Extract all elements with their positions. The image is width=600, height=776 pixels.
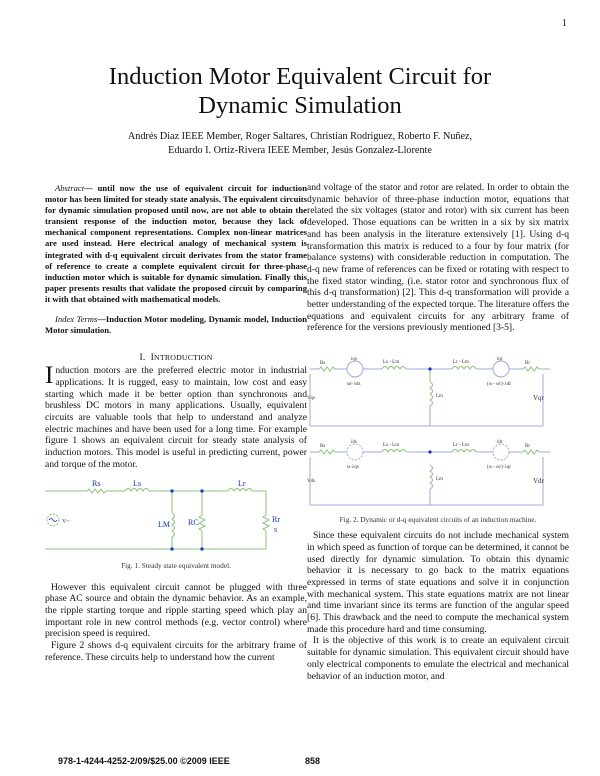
label-rc: RC	[188, 518, 199, 527]
figure-1-caption: Fig. 1. Steady state equivalent model.	[121, 560, 231, 570]
q-label-ir: iqr	[497, 357, 503, 362]
section-title-initial: I	[150, 352, 155, 364]
figure-2-caption: Fig. 2. Dynamic or d-q equivalent circui…	[339, 515, 537, 525]
drop-cap: I	[45, 362, 54, 390]
figure-1-circuit: Rs Ls Lr LM RC Rr s V~	[45, 479, 280, 551]
intro-paragraph-1-text: nduction motors are the preferred electr…	[45, 365, 307, 470]
d-label-src1: ω·λqs	[347, 465, 359, 470]
section-title-rest: NTRODUCTION	[154, 353, 213, 363]
label-rr: Rr	[272, 515, 280, 524]
q-label-src1: ωr·λds	[347, 382, 361, 387]
paper-title: Induction Motor Equivalent Circuit for D…	[0, 62, 600, 120]
d-label-lr: Lr - Lm	[453, 443, 469, 448]
label-v: V~	[62, 519, 70, 525]
section-heading-introduction: I. INTRODUCTION	[45, 352, 307, 363]
d-label-vs: Vds	[307, 479, 315, 484]
authors-line-2: Eduardo I. Ortiz-Rivera IEEE Member, Jes…	[168, 144, 432, 156]
intro-paragraph-3: Figure 2 shows d-q equivalent circuits f…	[45, 640, 307, 663]
d-label-src2: (ω - ωr)·λqr	[487, 465, 511, 470]
q-label-vr: Vqr	[533, 394, 545, 402]
index-terms-label: Index Terms	[55, 314, 98, 325]
q-label-src2: (ω - ωr)·λdr	[487, 382, 511, 387]
authors-line-1: Andrés Diaz IEEE Member, Roger Saltares,…	[127, 131, 473, 142]
abstract-text: — until now the use of equivalent circui…	[45, 183, 307, 304]
sine-wave-icon	[48, 517, 58, 522]
right-column: and voltage of the stator and rotor are …	[307, 182, 569, 682]
q-label-lm: Lm	[436, 394, 443, 399]
figure-2-circuits: Rs iqs ωr·λds Ls - Lm Lr - Lm iqr (ω - ω…	[307, 357, 550, 506]
abstract: Abstract— until now the use of equivalen…	[45, 183, 307, 305]
inductor-lm	[171, 512, 175, 537]
q-label-is: iqs	[351, 357, 357, 362]
title-line-2: Dynamic Simulation	[198, 92, 402, 119]
d-label-lm: Lm	[436, 477, 443, 482]
index-terms: Index Terms—Induction Motor modeling, Dy…	[45, 314, 307, 336]
fig1-wires	[45, 487, 271, 550]
label-s: s	[274, 525, 277, 534]
label-lr: Lr	[238, 479, 246, 488]
footer-isbn: 978-1-4244-4252-2/09/$25.00 ©2009 IEEE	[58, 756, 230, 766]
resistor-rr	[261, 514, 271, 531]
right-paragraph-1: and voltage of the stator and rotor are …	[307, 182, 569, 334]
q-axis-circuit: Rs iqs ωr·λds Ls - Lm Lr - Lm iqr (ω - ω…	[307, 357, 550, 427]
d-label-vr: Vdr	[533, 477, 545, 485]
inductor-lr	[227, 487, 253, 492]
label-lm: LM	[158, 520, 170, 529]
q-label-vs: Vqs	[307, 396, 315, 401]
inductor-ls	[124, 487, 150, 492]
q-label-ls: Ls - Lm	[383, 360, 399, 365]
label-rs: Rs	[92, 479, 100, 488]
footer-page-number: 858	[305, 756, 321, 766]
d-label-rs: Rs	[320, 444, 325, 449]
intro-paragraph-2: However this equivalent circuit cannot b…	[45, 581, 307, 640]
ac-source-icon	[46, 513, 60, 527]
q-label-rs: Rs	[320, 361, 325, 366]
q-label-lr: Lr - Lm	[453, 360, 469, 365]
fig1-nodes	[170, 488, 204, 551]
section-number: I.	[139, 352, 146, 364]
title-line-1: Induction Motor Equivalent Circuit for	[108, 63, 492, 90]
label-ls: Ls	[133, 479, 141, 488]
resistor-rs	[86, 487, 107, 494]
d-label-rr: Rr	[525, 444, 530, 449]
index-terms-text: —Induction Motor modeling, Dynamic model…	[45, 314, 307, 336]
d-label-is: ids	[351, 440, 357, 445]
resistor-rc	[197, 514, 207, 531]
right-paragraph-2: Since these equivalent circuits do not i…	[307, 530, 569, 635]
page-number: 1	[562, 18, 567, 29]
d-label-ir: idr	[497, 440, 503, 445]
d-axis-circuit: Rs ids ω·λqs Ls - Lm Lr - Lm idr (ω - ωr…	[307, 440, 550, 506]
authors: Andrés Diaz IEEE Member, Roger Saltares,…	[0, 130, 600, 157]
q-label-rr: Rr	[525, 361, 530, 366]
d-label-ls: Ls - Lm	[383, 443, 399, 448]
left-column: Abstract— until now the use of equivalen…	[45, 183, 307, 663]
right-paragraph-3: It is the objective of this work is to c…	[307, 635, 569, 682]
abstract-label: Abstract	[55, 183, 85, 193]
